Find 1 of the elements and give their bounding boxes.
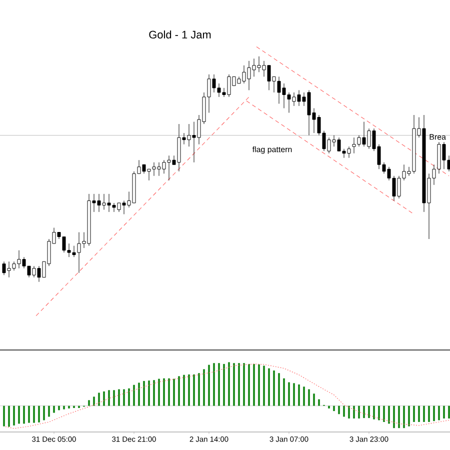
chart-title: Gold - 1 Jam [149, 30, 211, 39]
